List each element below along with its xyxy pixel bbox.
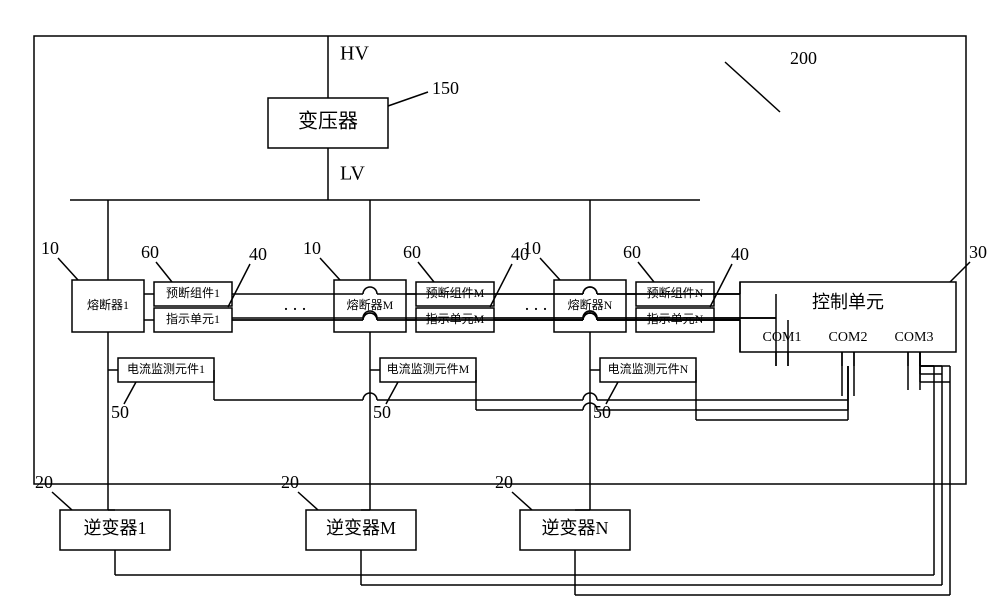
ref-30: 30 — [969, 242, 987, 262]
fuse-label-2: 熔断器N — [568, 297, 613, 312]
ref-10-leader-2 — [540, 258, 560, 280]
inverter-label-1: 逆变器M — [326, 518, 396, 538]
currentmon-label-1: 电流监测元件M — [387, 362, 470, 376]
prebreak-label-2: 预断组件N — [647, 285, 704, 300]
ref-20-2: 20 — [495, 472, 513, 492]
outer-enclosure — [34, 36, 966, 484]
ellipsis-1: . . . — [284, 294, 307, 314]
ref-50-1: 50 — [373, 402, 391, 422]
ref-60-0: 60 — [141, 242, 159, 262]
lv-label: LV — [340, 163, 365, 185]
com-label-1: COM2 — [829, 330, 868, 345]
ref-10-2: 10 — [523, 238, 541, 258]
prebreak-label-1: 预断组件M — [426, 285, 485, 300]
indicator-label-0: 指示单元1 — [166, 311, 220, 326]
ref-150: 150 — [432, 78, 459, 98]
ref-10-leader-1 — [320, 258, 340, 280]
ref-200-leader — [725, 62, 780, 112]
ref-50-leader-0 — [124, 382, 136, 404]
ref-60-2: 60 — [623, 242, 641, 262]
ref-60-leader-2 — [638, 262, 654, 282]
ref-60-1: 60 — [403, 242, 421, 262]
currentmon-label-2: 电流监测元件N — [608, 362, 689, 376]
hv-label: HV — [340, 43, 369, 65]
ref-50-0: 50 — [111, 402, 129, 422]
prebreak-label-0: 预断组件1 — [166, 285, 220, 300]
currentmon-label-0: 电流监测元件1 — [127, 362, 205, 376]
ref-10-0: 10 — [41, 238, 59, 258]
fuse-label-1: 熔断器M — [347, 297, 394, 312]
control-unit-label: 控制单元 — [812, 292, 884, 312]
ref-60-leader-1 — [418, 262, 434, 282]
ref-20-leader-0 — [52, 492, 72, 510]
ref-60-leader-0 — [156, 262, 172, 282]
inverter-label-0: 逆变器1 — [84, 518, 147, 538]
ref-20-1: 20 — [281, 472, 299, 492]
com-label-2: COM3 — [895, 330, 934, 345]
inverter-label-2: 逆变器N — [542, 518, 609, 538]
transformer-label: 变压器 — [298, 110, 358, 133]
ref-150-leader — [388, 92, 428, 106]
ref-10-1: 10 — [303, 238, 321, 258]
ref-40-0: 40 — [249, 244, 267, 264]
ref-30-leader — [950, 262, 970, 282]
ref-20-0: 20 — [35, 472, 53, 492]
fuse-label-0: 熔断器1 — [87, 297, 129, 312]
ref-200: 200 — [790, 48, 817, 68]
ref-10-leader-0 — [58, 258, 78, 280]
ref-40-2: 40 — [731, 244, 749, 264]
ref-20-leader-1 — [298, 492, 318, 510]
com-label-0: COM1 — [763, 330, 802, 345]
block-diagram: 200 HV 变压器 150 LV 熔断器1 10 预断组件1 指示单元1 60 40 电流监测元件1… — [0, 0, 1000, 607]
ref-20-leader-2 — [512, 492, 532, 510]
ellipsis-2: . . . — [525, 294, 548, 314]
